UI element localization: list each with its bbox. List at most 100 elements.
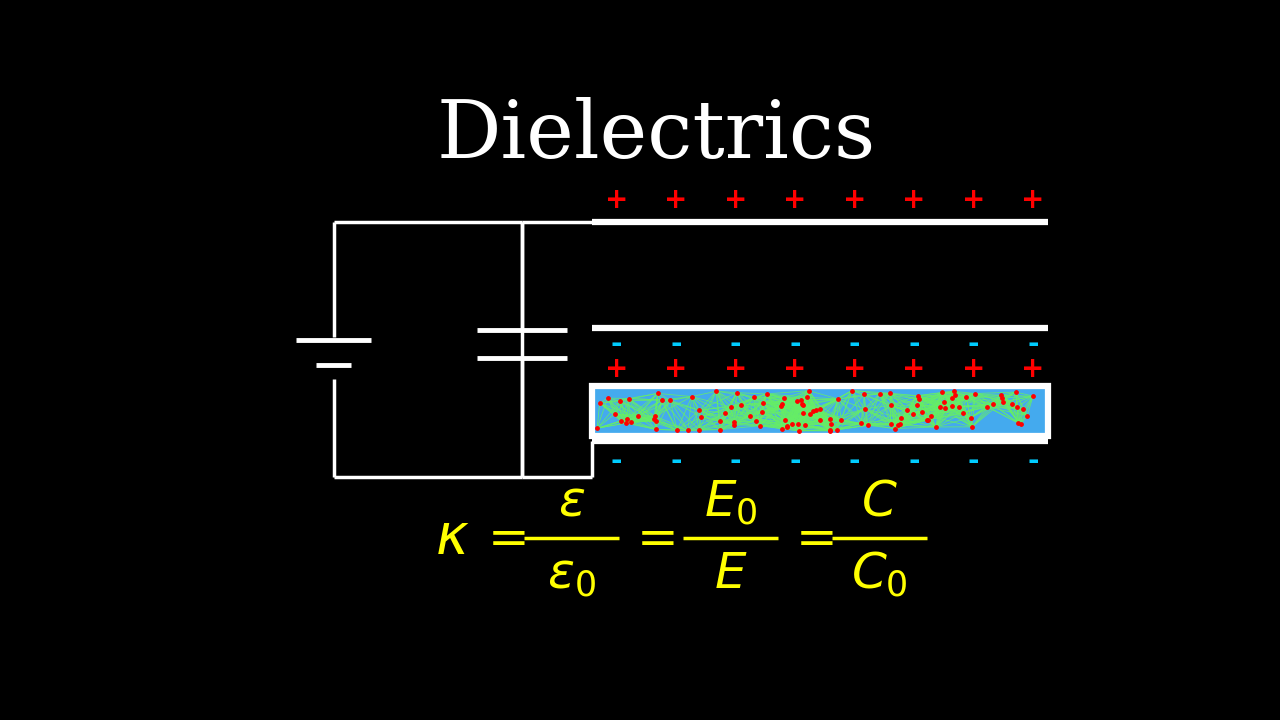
Point [792,398,813,410]
Point [977,401,997,413]
Text: -: - [968,330,979,358]
Point [681,391,701,402]
Point [909,393,929,405]
Text: +: + [902,186,925,214]
Point [810,404,831,415]
Point [689,405,709,416]
Point [714,408,735,419]
Point [794,400,814,411]
Point [1018,410,1038,421]
Point [750,420,771,431]
Point [803,405,823,416]
Text: $C$: $C$ [861,477,897,527]
Point [965,388,986,400]
Point [827,424,847,436]
Point [918,414,938,426]
Point [799,385,819,397]
Point [902,408,923,420]
Point [933,396,954,408]
Point [645,410,666,422]
Text: +: + [664,355,687,383]
Text: +: + [604,186,628,214]
Point [617,413,637,424]
Point [727,387,748,398]
Point [771,400,791,412]
Text: -: - [611,446,622,474]
Text: +: + [723,355,748,383]
Text: $C_0$: $C_0$ [851,549,908,599]
Point [756,388,777,400]
Point [820,418,841,430]
Text: $=$: $=$ [627,513,675,563]
Point [627,410,648,422]
Point [795,419,815,431]
Point [922,410,942,422]
Text: -: - [790,330,800,358]
Point [709,424,730,436]
Point [1002,398,1023,410]
Point [724,419,745,431]
Point [891,413,911,424]
Point [929,401,950,413]
Point [744,392,764,403]
Text: $E$: $E$ [714,549,748,599]
Point [660,395,681,406]
Point [611,415,631,427]
Point [598,392,618,404]
Point [851,418,872,429]
Point [887,420,908,431]
Point [586,423,607,434]
Point [753,397,773,408]
Text: $=$: $=$ [786,513,833,563]
Point [890,418,910,430]
Point [604,408,625,420]
Point [786,395,806,406]
Text: -: - [1028,330,1038,358]
Text: -: - [968,446,979,474]
Point [618,393,639,405]
Text: -: - [671,446,681,474]
Bar [591,386,1048,436]
Point [751,407,772,418]
Text: -: - [909,446,919,474]
Point [881,418,901,429]
Point [884,423,905,434]
Point [942,392,963,403]
Point [1006,387,1027,398]
Text: Dielectrics: Dielectrics [436,97,876,175]
Text: +: + [902,355,925,383]
Point [667,425,687,436]
Text: -: - [730,446,741,474]
Point [908,390,928,402]
Point [645,415,666,426]
Text: -: - [611,330,622,358]
Text: -: - [671,330,681,358]
Text: $=$: $=$ [479,513,526,563]
Point [797,392,818,403]
Text: $E_0$: $E_0$ [704,477,758,527]
Point [611,395,631,407]
Point [746,415,767,427]
Text: +: + [961,355,986,383]
Point [854,403,874,415]
Point [842,384,863,396]
Text: -: - [849,446,860,474]
Point [991,390,1011,401]
Point [911,407,932,418]
Point [709,415,730,427]
Point [652,395,672,406]
Point [982,399,1002,410]
Point [616,418,636,429]
Point [992,396,1012,408]
Point [621,416,641,428]
Text: -: - [730,330,741,358]
Text: -: - [849,330,860,358]
Point [788,425,809,436]
Point [948,401,969,413]
Text: +: + [1021,186,1044,214]
Point [799,408,819,420]
Point [689,424,709,436]
Text: +: + [604,355,628,383]
Point [992,392,1012,404]
Point [777,422,797,433]
